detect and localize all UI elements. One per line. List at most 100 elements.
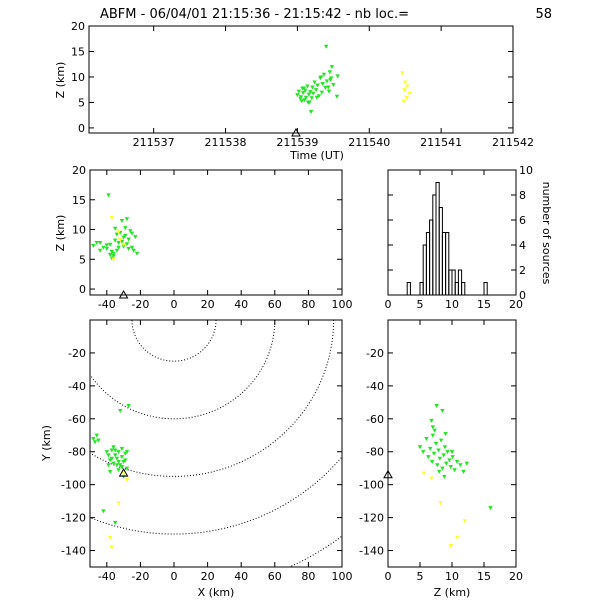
data-point-early (417, 445, 423, 450)
y-tick-label: 0 (79, 283, 86, 296)
data-point-early (443, 432, 448, 437)
x-tick-label: 60 (268, 570, 282, 583)
data-point-late (121, 471, 126, 476)
data-point-early (315, 83, 320, 88)
data-point-late (407, 91, 412, 96)
data-point-early (452, 468, 457, 473)
data-point-early (440, 408, 445, 413)
data-point-early (314, 95, 320, 100)
data-point-early (104, 246, 109, 251)
data-point-early (445, 450, 450, 455)
data-point-early (331, 82, 336, 87)
data-point-early (454, 460, 460, 465)
data-point-early (458, 463, 463, 468)
data-point-early (126, 237, 131, 242)
data-point-early (424, 436, 429, 441)
x-tick-label: 0 (171, 298, 178, 311)
data-point-early (106, 193, 111, 198)
y-tick-label: 4 (519, 239, 526, 252)
station-triangle (118, 289, 129, 299)
data-point-early (111, 445, 116, 450)
data-point-early (328, 76, 334, 81)
y-tick-label: 5 (79, 253, 86, 266)
y-axis-label: Z (km) (54, 62, 67, 99)
data-point-early (113, 238, 118, 243)
data-point-early (124, 450, 130, 455)
data-point-early (296, 89, 302, 94)
y-tick-label: 8 (519, 189, 526, 202)
data-point-early (436, 448, 441, 453)
y-tick-label: -20 (366, 347, 384, 360)
histogram-bar (406, 282, 411, 296)
data-point-early (461, 469, 466, 474)
data-point-early (429, 418, 434, 423)
data-point-early (298, 95, 304, 100)
histogram-bar (461, 282, 466, 296)
data-point-early (124, 242, 130, 247)
data-point-early (442, 474, 447, 479)
station-triangle (383, 469, 393, 479)
data-point-early (114, 456, 120, 461)
data-point-early (113, 448, 118, 453)
x-tick-label: 15 (477, 570, 491, 583)
data-point-early (326, 85, 331, 90)
x-tick-label: 211541 (420, 136, 462, 149)
y-tick-label: -80 (68, 446, 86, 459)
data-point-early (306, 92, 312, 97)
data-point-early (126, 404, 131, 409)
data-point-early (319, 90, 325, 95)
data-point-early (133, 235, 138, 240)
y-tick-label: 20 (71, 20, 85, 33)
data-point-early (430, 433, 435, 438)
data-point-early (114, 463, 120, 468)
data-point-early (109, 249, 115, 254)
data-point-late (116, 501, 121, 506)
data-point-early (323, 44, 329, 49)
y-tick-label: 0 (78, 122, 85, 135)
data-point-early (119, 218, 125, 223)
data-point-early (321, 72, 327, 77)
data-point-early (109, 448, 115, 453)
data-point-early (300, 91, 306, 96)
data-point-early (116, 468, 121, 473)
data-point-early (309, 96, 314, 101)
data-point-early (444, 461, 449, 466)
x-tick-label: 5 (417, 298, 424, 311)
x-tick-label: 20 (509, 298, 523, 311)
x-tick-label: 0 (385, 570, 392, 583)
time-height-panel: 211537 211538 211539 211540 211541 211542 0 5 10… (54, 20, 534, 162)
x-axis-label: Z (km) (434, 586, 471, 599)
data-point-early (111, 461, 116, 466)
data-point-early (447, 458, 452, 463)
data-point-early (106, 453, 111, 458)
data-point-late (111, 257, 116, 262)
data-point-early (107, 252, 113, 257)
x-tick-label: 211542 (492, 136, 534, 149)
x-tick-label: 60 (268, 298, 282, 311)
data-point-early (295, 93, 300, 98)
data-point-early (119, 464, 125, 469)
y-tick-label: -20 (68, 347, 86, 360)
height-y-panel: 0 5 10 15 20 -140 -120 -100 -80 -60 -40 -20 Z (km) (359, 319, 523, 599)
data-point-late (118, 238, 123, 243)
x-tick-label: 20 (509, 570, 523, 583)
plot-frame (88, 25, 514, 134)
data-point-late (401, 99, 406, 104)
data-point-early (326, 89, 332, 94)
data-point-early (426, 455, 431, 460)
x-height-panel: -40 -20 0 20 40 60 80 100 0 5 10 15 20 Z (km) (54, 164, 353, 311)
x-tick-label: 211539 (276, 136, 318, 149)
plot-frame (89, 319, 343, 568)
x-tick-label: 5 (417, 570, 424, 583)
data-point-early (116, 460, 121, 465)
station-triangle (118, 468, 129, 477)
y-tick-label: -60 (366, 413, 384, 426)
data-point-early (126, 246, 131, 251)
data-point-early (91, 243, 96, 248)
y-tick-label: -100 (61, 479, 86, 492)
data-point-late (462, 519, 467, 524)
plan-view-panel: -40 -20 0 20 40 60 80 100 -140 -120 -100 -80 -60 -40 -… (40, 319, 353, 599)
y-tick-label: -80 (366, 446, 384, 459)
y-tick-label: 10 (72, 224, 86, 237)
